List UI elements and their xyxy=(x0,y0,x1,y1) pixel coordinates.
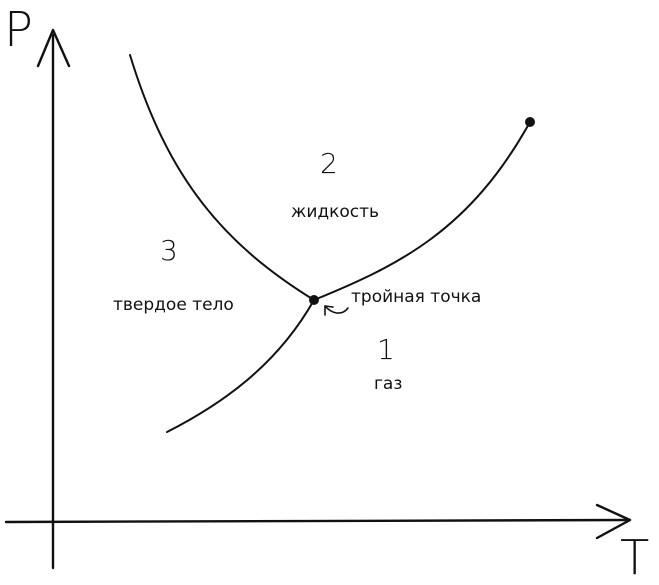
region-name-solid: твердое тело xyxy=(113,295,234,315)
vaporization-curve xyxy=(313,121,531,301)
region-name-liquid: жидкость xyxy=(291,202,379,222)
triple-point-pointer-icon xyxy=(324,305,349,314)
triple-point-label: тройная точка xyxy=(351,287,481,307)
y-axis-arrowhead xyxy=(36,28,71,68)
region-number-gas: 1 xyxy=(377,333,395,366)
x-axis xyxy=(4,518,630,524)
critical-point-marker xyxy=(525,117,535,127)
region-number-solid: 3 xyxy=(160,234,178,267)
sublimation-curve xyxy=(166,299,315,433)
triple-point-pointer-head-icon xyxy=(324,305,334,316)
region-number-liquid: 2 xyxy=(320,147,338,180)
x-axis-arrowhead xyxy=(595,503,632,540)
y-axis-label: P xyxy=(4,2,33,58)
x-axis-label: T xyxy=(620,530,649,585)
triple-point-marker xyxy=(309,295,319,305)
region-name-gas: газ xyxy=(374,374,402,394)
melting-curve xyxy=(129,54,315,301)
